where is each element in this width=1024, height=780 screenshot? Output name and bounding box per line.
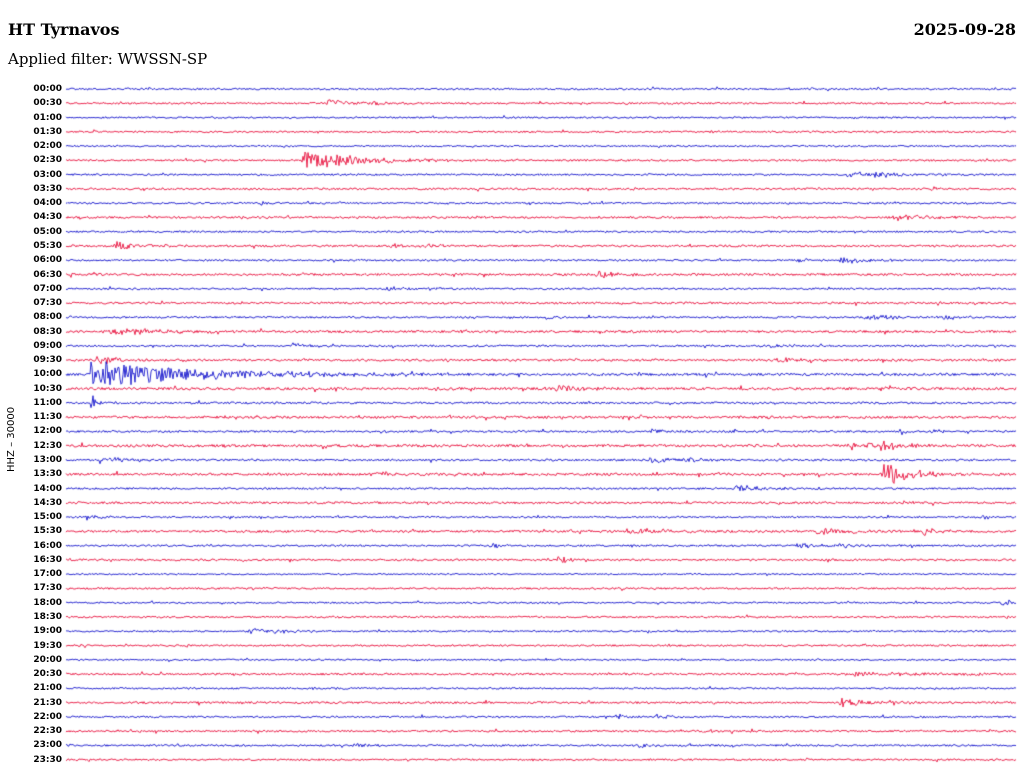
filter-label: Applied filter: WWSSN-SP <box>8 50 208 68</box>
station-title: HT Tyrnavos <box>8 20 120 39</box>
date-label: 2025-09-28 <box>913 20 1016 39</box>
channel-scale-label: HHZ – 30000 <box>6 406 17 472</box>
